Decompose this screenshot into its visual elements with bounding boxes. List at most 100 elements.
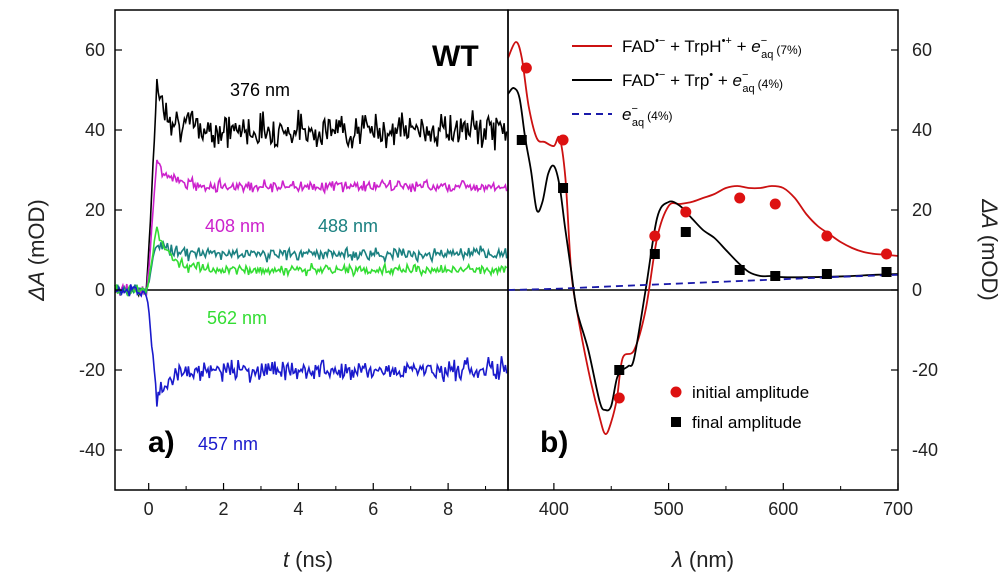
legend-marker-initial: [670, 386, 682, 398]
y-tick-label-a: 20: [85, 200, 105, 220]
marker-final-amplitude: [881, 267, 892, 277]
trace-562-nm: [114, 226, 508, 297]
legend-text-2: e− aq (4%): [622, 103, 673, 129]
legend-pct: (4%): [758, 77, 783, 91]
legend-trp-sup: •+: [722, 35, 732, 47]
x-axis-unit-a: (ns): [289, 547, 333, 572]
x-tick-label-b: 600: [768, 499, 798, 519]
x-tick-label-b: 500: [654, 499, 684, 519]
x-tick-label-a: 8: [443, 499, 453, 519]
y-axis-unit-b: (mOD): [977, 229, 1002, 301]
legend-e-sub: aq: [632, 117, 644, 129]
marker-initial-amplitude: [821, 230, 833, 242]
panel-label-b: b): [540, 426, 568, 459]
marker-final-amplitude: [649, 249, 660, 259]
legend-e-sub: aq: [742, 83, 754, 95]
y-axis-var-b: ΔA: [977, 198, 1002, 228]
legend-label-initial: initial amplitude: [692, 383, 809, 402]
marker-initial-amplitude: [769, 198, 781, 210]
x-axis-title-b: λ (nm): [671, 547, 734, 572]
y-tick-label-a: 40: [85, 120, 105, 140]
marker-initial-amplitude: [557, 134, 569, 146]
legend-trp: + TrpH: [665, 37, 721, 56]
legend-fad: FAD: [622, 71, 655, 90]
x-axis-unit-b: (nm): [683, 547, 734, 572]
marker-final-amplitude: [558, 183, 569, 193]
legend-trp: + Trp: [665, 71, 709, 90]
y-axis-var-a: ΔA: [24, 271, 49, 301]
legend-text-1: FAD•− + Trp• + e− aq (4%): [622, 69, 783, 95]
legend-marker-final: [671, 417, 681, 427]
legend-pct: (7%): [776, 43, 801, 57]
plot-frame-b: [507, 9, 899, 491]
marker-initial-amplitude: [734, 192, 746, 204]
y-tick-label-a: -40: [79, 440, 105, 460]
panel-label-a: a): [148, 426, 175, 459]
y-axis-unit-a: (mOD): [24, 199, 49, 271]
curve-eaq: [507, 273, 899, 291]
y-tick-label-a: 60: [85, 40, 105, 60]
marker-final-amplitude: [516, 135, 527, 145]
x-tick-label-b: 700: [883, 499, 913, 519]
x-tick-label-a: 2: [219, 499, 229, 519]
marker-final-amplitude: [614, 365, 625, 375]
marker-final-amplitude: [821, 269, 832, 279]
x-axis-title-a: t (ns): [283, 547, 333, 572]
curve-trp: [507, 87, 899, 412]
series-label-457-nm: 457 nm: [198, 434, 258, 454]
marker-initial-amplitude: [520, 62, 532, 74]
y-tick-label-a: -20: [79, 360, 105, 380]
legend-plus: +: [713, 71, 732, 90]
trace-488-nm: [114, 239, 508, 297]
plot-frame-a: [114, 9, 509, 491]
y-tick-label-b: -40: [912, 440, 938, 460]
y-axis-title-b: ΔA (mOD): [977, 198, 1002, 301]
y-tick-label-b: 40: [912, 120, 932, 140]
series-label-562-nm: 562 nm: [207, 308, 267, 328]
legend-pct: (4%): [647, 109, 672, 123]
marker-initial-amplitude: [881, 248, 893, 260]
panel-a: 376 nm 408 nm 488 nm 562 nm 457 nm WT a) 0 2 4 6 8 -…: [24, 9, 509, 572]
x-tick-label-a: 6: [368, 499, 378, 519]
y-axis-title-a: ΔA (mOD): [24, 199, 49, 302]
x-tick-label-b: 400: [539, 499, 569, 519]
y-tick-label-b: 0: [912, 280, 922, 300]
x-tick-label-a: 0: [144, 499, 154, 519]
legend-fad-sup: •−: [655, 35, 665, 47]
legend-fad-sup: •−: [655, 69, 665, 81]
curve-trph: [507, 41, 899, 435]
x-axis-var-b: λ: [671, 547, 683, 572]
trace-408-nm: [114, 159, 508, 298]
annotation-wt: WT: [432, 40, 479, 73]
legend-fad: FAD: [622, 37, 655, 56]
trace-376-nm: [114, 78, 508, 298]
marker-final-amplitude: [734, 265, 745, 275]
y-tick-label-b: -20: [912, 360, 938, 380]
legend-e: e: [622, 105, 631, 124]
legend-e: e: [733, 71, 742, 90]
series-label-488-nm: 488 nm: [318, 216, 378, 236]
marker-initial-amplitude: [649, 230, 661, 242]
series-label-408-nm: 408 nm: [205, 216, 265, 236]
legend-e-sub: aq: [761, 49, 773, 61]
y-tick-label-b: 60: [912, 40, 932, 60]
y-tick-label-b: 20: [912, 200, 932, 220]
legend-e-sup: −: [631, 103, 637, 115]
series-label-376-nm: 376 nm: [230, 80, 290, 100]
legend-trp-sup: •: [709, 69, 713, 81]
legend-text-0: FAD•− + TrpH•+ + e− aq (7%): [622, 35, 802, 61]
trace-457-nm: [114, 284, 508, 407]
x-tick-label-a: 4: [293, 499, 303, 519]
marker-initial-amplitude: [613, 392, 625, 404]
legend-e: e: [751, 37, 760, 56]
legend-plus: +: [732, 37, 751, 56]
marker-final-amplitude: [680, 227, 691, 237]
y-tick-label-a: 0: [95, 280, 105, 300]
marker-final-amplitude: [770, 271, 781, 281]
marker-initial-amplitude: [680, 206, 692, 218]
legend-label-final: final amplitude: [692, 413, 802, 432]
legend-e-sup: −: [742, 69, 748, 81]
legend-e-sup: −: [761, 35, 767, 47]
